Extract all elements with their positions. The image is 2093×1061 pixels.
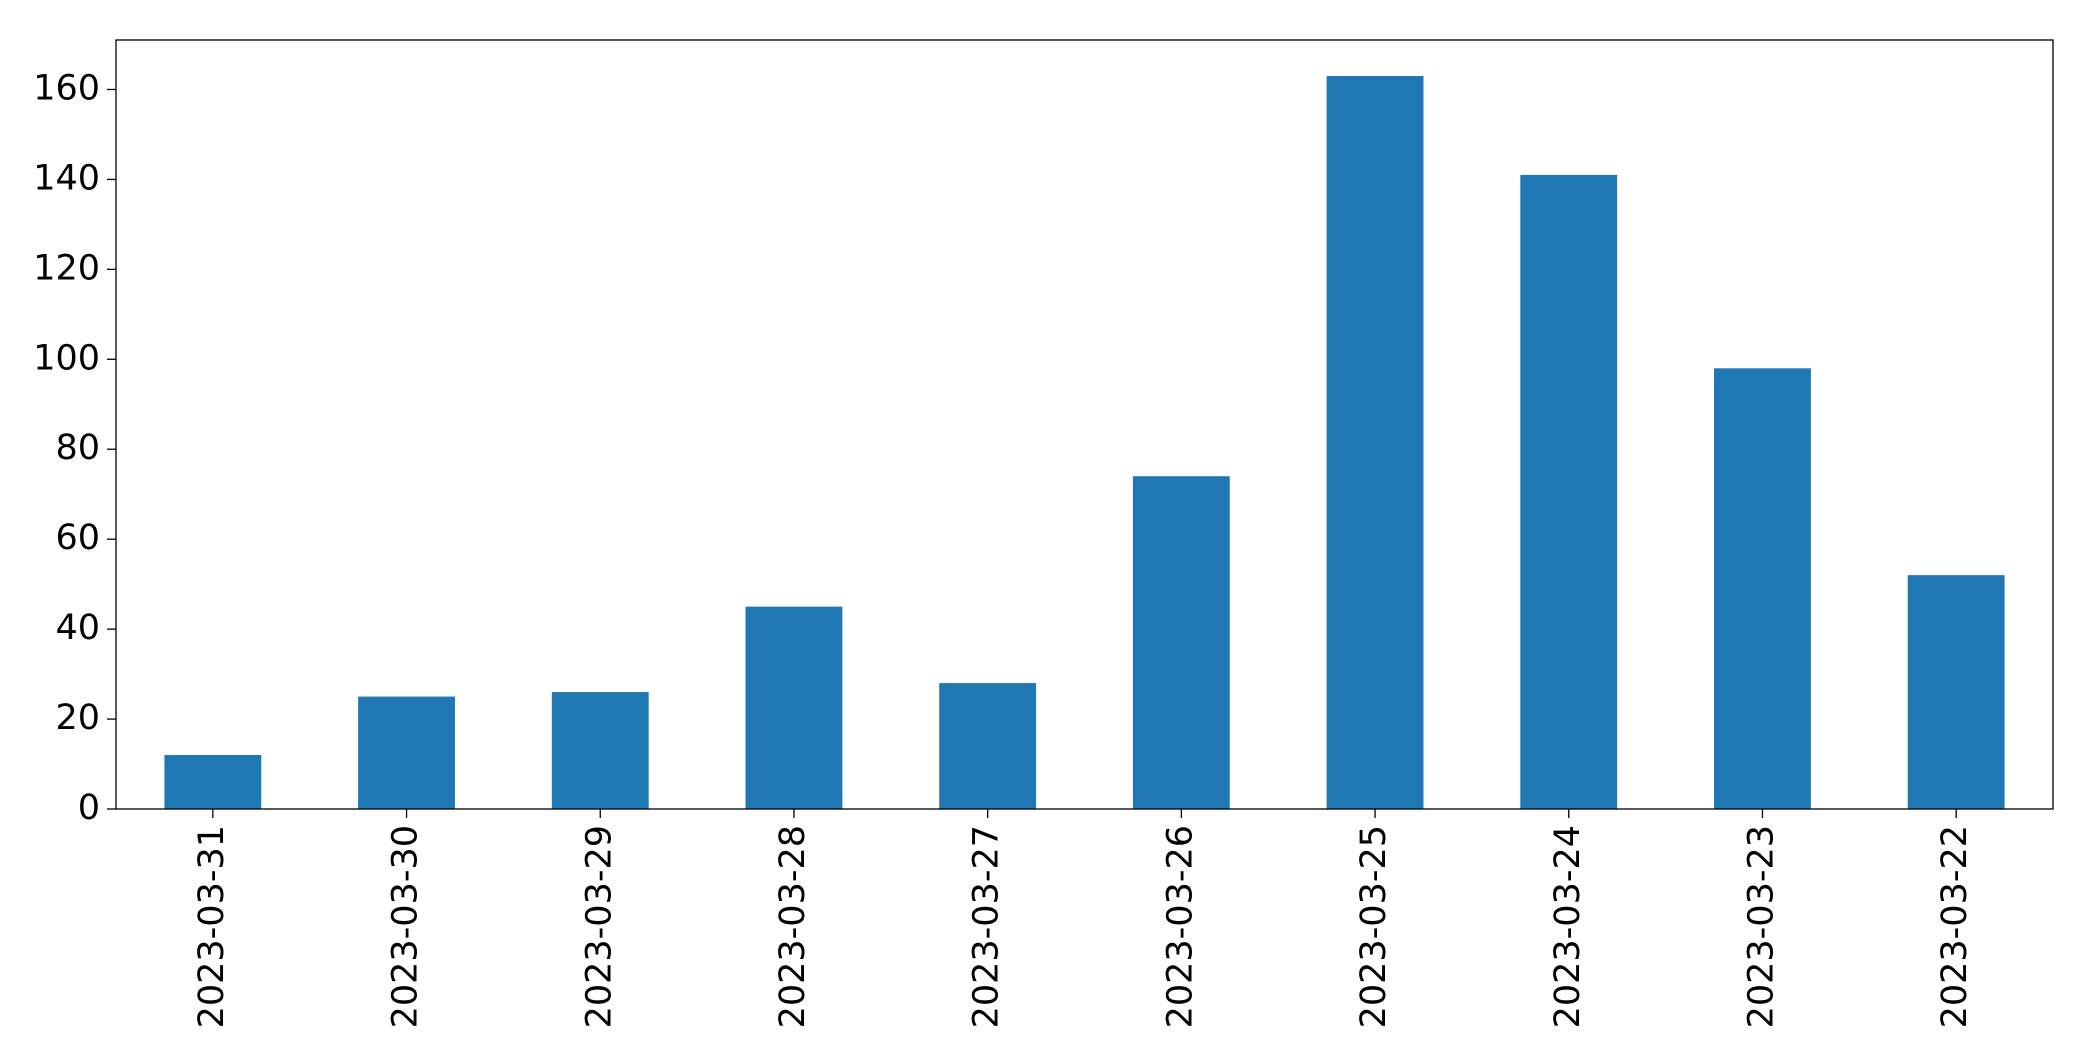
- x-tick-label: 2023-03-22: [1935, 825, 1975, 1028]
- bar: [358, 696, 455, 809]
- x-tick-label: 2023-03-29: [579, 825, 619, 1028]
- bar: [745, 606, 843, 809]
- x-tick-label: 2023-03-31: [192, 825, 232, 1028]
- y-tick-label: 120: [33, 248, 100, 288]
- y-tick-label: 160: [33, 68, 100, 108]
- bar: [939, 683, 1037, 809]
- bar: [551, 692, 649, 809]
- y-tick-label: 20: [55, 698, 100, 738]
- bar: [1520, 174, 1618, 809]
- x-tick-label: 2023-03-25: [1354, 825, 1394, 1028]
- x-tick-label: 2023-03-27: [967, 825, 1007, 1028]
- x-tick-label: 2023-03-30: [386, 825, 426, 1028]
- bar: [164, 755, 262, 809]
- x-tick-label: 2023-03-23: [1741, 825, 1781, 1028]
- bar: [1326, 75, 1424, 809]
- bar: [1907, 575, 2005, 809]
- bar: [1132, 476, 1230, 809]
- plot-frame: [115, 39, 2054, 810]
- x-tick-label: 2023-03-26: [1160, 825, 1200, 1028]
- y-tick-label: 100: [33, 338, 100, 378]
- y-tick-label: 60: [55, 518, 100, 558]
- y-tick-label: 80: [55, 428, 100, 468]
- bar: [1714, 368, 1811, 809]
- x-tick-label: 2023-03-28: [773, 825, 813, 1028]
- y-tick-label: 40: [55, 608, 100, 648]
- y-tick-label: 0: [78, 788, 100, 828]
- y-tick-label: 140: [33, 158, 100, 198]
- x-tick-label: 2023-03-24: [1548, 825, 1588, 1028]
